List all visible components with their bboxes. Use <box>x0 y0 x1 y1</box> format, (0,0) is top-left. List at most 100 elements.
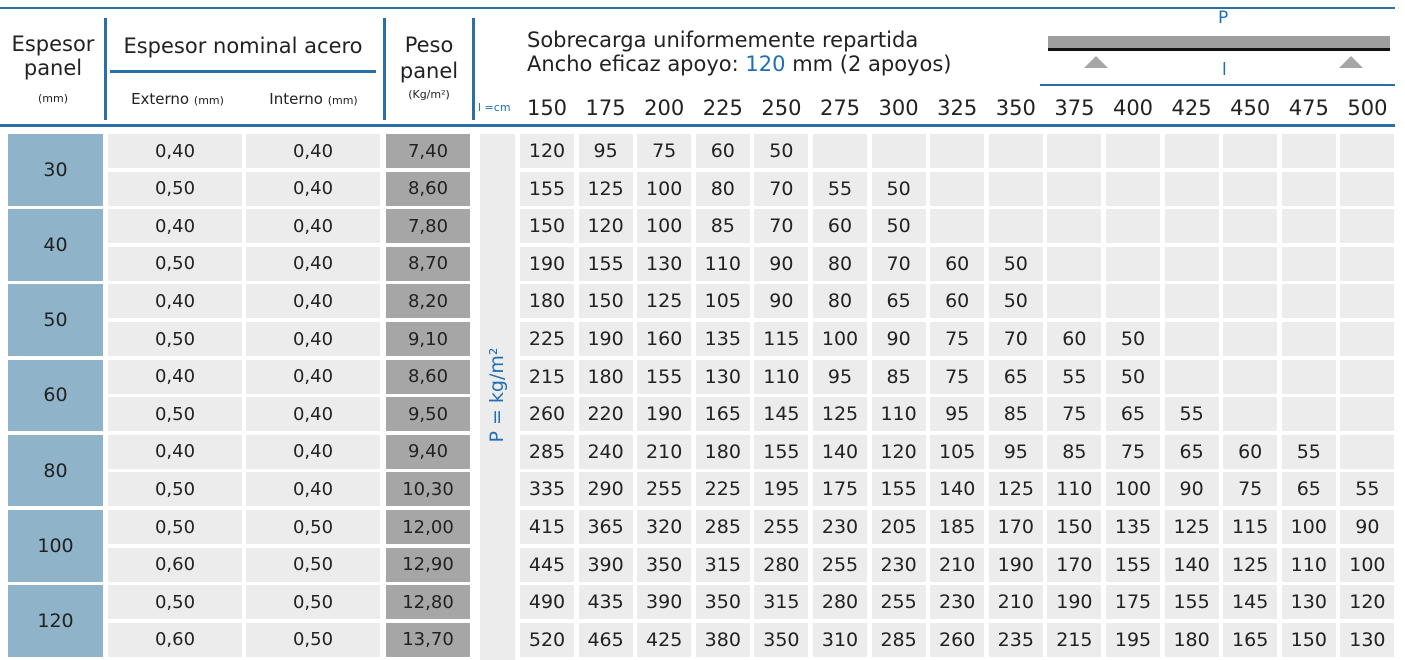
load-cell: 100 <box>813 322 867 356</box>
span-label: 300 <box>878 96 919 120</box>
load-cell: 105 <box>930 434 985 469</box>
load-cell: 100 <box>1340 547 1395 582</box>
externo-cell: 0,50 <box>108 246 242 281</box>
load-cell <box>1223 171 1278 206</box>
load-cell: 90 <box>871 322 926 356</box>
load-cell: 445 <box>520 547 574 582</box>
load-cell <box>1223 134 1278 168</box>
load-cell <box>988 171 1043 206</box>
span-label: 225 <box>702 96 743 120</box>
load-cell: 120 <box>578 209 633 244</box>
load-cell: 120 <box>520 134 574 168</box>
separator <box>472 18 475 120</box>
load-cell: 235 <box>988 622 1043 657</box>
load-cell: 130 <box>1281 585 1336 620</box>
beam-edge <box>1048 48 1390 51</box>
load-cell: 220 <box>578 397 633 432</box>
load-cell: 95 <box>930 397 985 432</box>
load-cell: 255 <box>813 547 867 582</box>
load-cell <box>1106 171 1160 206</box>
load-cell <box>1340 322 1395 356</box>
peso-cell: 12,90 <box>386 547 470 582</box>
externo-cell: 0,50 <box>108 322 242 356</box>
peso-cell: 7,80 <box>386 209 470 244</box>
load-cell <box>1047 171 1102 206</box>
span-label: 500 <box>1347 96 1388 120</box>
externo-cell: 0,60 <box>108 622 242 657</box>
load-cell: 105 <box>695 284 750 319</box>
header-label: Peso panel <box>387 32 471 84</box>
load-cell: 90 <box>1164 472 1219 507</box>
load-cell <box>1340 284 1395 319</box>
peso-cell: 8,20 <box>386 284 470 319</box>
peso-cell: 8,70 <box>386 246 470 281</box>
thickness-cell: 50 <box>8 284 103 356</box>
load-cell: 125 <box>1223 547 1278 582</box>
load-cell: 55 <box>1281 434 1336 469</box>
load-cell <box>1223 359 1278 394</box>
load-cell: 165 <box>695 397 750 432</box>
load-title: Sobrecarga uniformemente repartida Ancho … <box>527 28 951 76</box>
span-label: 425 <box>1171 96 1212 120</box>
load-cell: 110 <box>871 397 926 432</box>
load-cell <box>1223 397 1278 432</box>
load-cell: 195 <box>754 472 809 507</box>
header-text: Externo <box>131 90 190 108</box>
load-cell: 110 <box>1281 547 1336 582</box>
load-cell: 190 <box>637 397 692 432</box>
load-cell: 90 <box>1340 510 1395 544</box>
load-cell: 120 <box>1340 585 1395 620</box>
load-cell: 50 <box>988 246 1043 281</box>
load-cell: 160 <box>637 322 692 356</box>
header-rule <box>0 124 1395 127</box>
header-unit: (mm) <box>37 92 68 105</box>
top-rule <box>0 7 1395 9</box>
load-cell <box>1164 322 1219 356</box>
load-cell: 170 <box>988 510 1043 544</box>
load-cell <box>1281 284 1336 319</box>
load-cell: 285 <box>695 510 750 544</box>
load-cell <box>1340 171 1395 206</box>
load-cell: 190 <box>520 246 574 281</box>
header-text: panel <box>399 59 459 83</box>
load-cell <box>871 134 926 168</box>
load-cell <box>1164 209 1219 244</box>
load-cell <box>1164 134 1219 168</box>
load-cell: 65 <box>1164 434 1219 469</box>
span-label: 175 <box>585 96 626 120</box>
load-cell: 195 <box>1106 622 1160 657</box>
load-unit: P = kg/m² <box>486 347 508 443</box>
load-cell <box>930 209 985 244</box>
load-cell <box>988 209 1043 244</box>
load-cell: 285 <box>520 434 574 469</box>
span-label: 375 <box>1054 96 1095 120</box>
load-cell: 190 <box>578 322 633 356</box>
load-cell: 465 <box>578 622 633 657</box>
externo-cell: 0,50 <box>108 510 242 544</box>
externo-cell: 0,40 <box>108 284 242 319</box>
load-cell: 210 <box>930 547 985 582</box>
interno-cell: 0,50 <box>246 585 380 620</box>
load-cell <box>1340 246 1395 281</box>
load-cell: 520 <box>520 622 574 657</box>
load-cell: 315 <box>754 585 809 620</box>
header-text: Espesor <box>11 32 95 56</box>
load-cell: 50 <box>754 134 809 168</box>
load-cell <box>1340 134 1395 168</box>
load-cell: 130 <box>637 246 692 281</box>
sub-rule <box>110 70 376 73</box>
load-cell: 50 <box>1106 322 1160 356</box>
interno-cell: 0,40 <box>246 397 380 432</box>
header-text: Interno <box>269 90 323 108</box>
peso-cell: 8,60 <box>386 171 470 206</box>
load-cell: 230 <box>930 585 985 620</box>
load-cell: 210 <box>988 585 1043 620</box>
span-label: 275 <box>819 96 861 120</box>
interno-cell: 0,40 <box>246 284 380 319</box>
load-cell: 350 <box>754 622 809 657</box>
load-cell: 165 <box>1223 622 1278 657</box>
load-cell: 150 <box>520 209 574 244</box>
header-unit: (Kg/m²) <box>408 88 450 101</box>
load-cell: 125 <box>813 397 867 432</box>
load-cell: 55 <box>1340 472 1395 507</box>
